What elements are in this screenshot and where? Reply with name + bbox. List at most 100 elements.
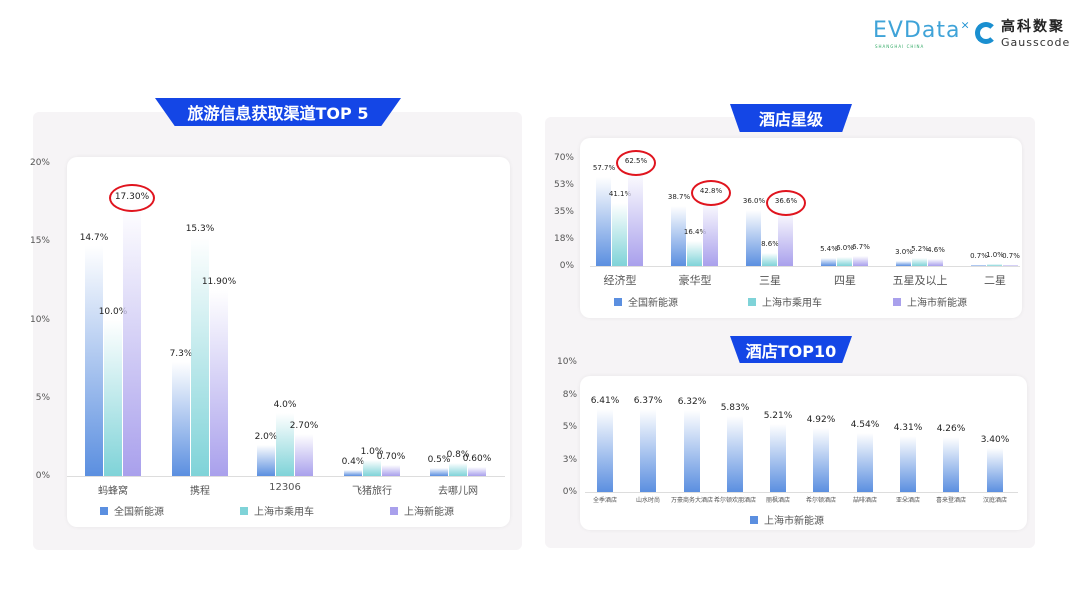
bar[interactable] [171, 361, 190, 476]
bar[interactable] [853, 255, 868, 266]
y-tick-label: 70% [553, 153, 574, 163]
bar[interactable] [703, 199, 718, 266]
bar[interactable] [896, 261, 911, 266]
gausscode-mark-icon [975, 21, 997, 44]
bar[interactable] [971, 264, 986, 266]
legend-item[interactable]: 全国新能源 [614, 294, 678, 309]
legend-label: 上海市新能源 [907, 298, 967, 309]
legend-swatch [750, 515, 758, 524]
bar[interactable] [612, 202, 627, 266]
bar[interactable] [762, 252, 777, 266]
data-label: 4.92% [806, 415, 836, 426]
bar[interactable] [209, 289, 228, 476]
bar[interactable] [122, 205, 141, 476]
data-label: 6.32% [677, 396, 707, 407]
bar[interactable] [812, 428, 829, 492]
legend-item[interactable]: 上海市新能源 [750, 512, 824, 527]
data-label: 8.6% [761, 239, 779, 248]
legend-item[interactable]: 全国新能源 [100, 503, 164, 518]
data-label: 16.4% [683, 227, 707, 236]
bar[interactable] [986, 447, 1003, 492]
bar[interactable] [343, 469, 362, 476]
bar[interactable] [381, 465, 400, 476]
evdata-logo: EVData× SHANGHAI CHINA [873, 18, 971, 49]
chart-title: 酒店星级 [730, 104, 852, 132]
highlight-circle [691, 179, 731, 206]
bar[interactable] [639, 409, 656, 492]
bar[interactable] [103, 319, 122, 476]
legend-label: 上海新能源 [404, 507, 454, 518]
highlight-circle [109, 184, 155, 213]
category-label: 希尔顿酒店 [805, 497, 837, 504]
category-label: 12306 [269, 482, 301, 493]
bar[interactable] [687, 240, 702, 266]
data-label: 0.4% [341, 456, 365, 467]
bar[interactable] [683, 409, 700, 492]
y-tick-label: 18% [553, 234, 574, 244]
category-label: 二星 [984, 274, 1006, 287]
legend-label: 上海市乘用车 [254, 507, 314, 518]
gausscode-logo: 高科数聚 Gausscode [975, 16, 1070, 49]
bar[interactable] [275, 413, 294, 476]
y-tick-label: 0% [35, 471, 50, 481]
data-label: 2.70% [289, 420, 319, 431]
bar[interactable] [671, 206, 686, 266]
y-tick-label: 20% [29, 158, 50, 168]
bar[interactable] [856, 432, 873, 492]
bar[interactable] [746, 210, 761, 266]
x-axis-line [590, 266, 1020, 267]
legend-swatch [390, 506, 398, 515]
bar[interactable] [596, 176, 611, 266]
data-label: 41.1% [608, 189, 632, 198]
data-label: 4.54% [850, 419, 880, 430]
bar[interactable] [837, 256, 852, 266]
legend-swatch [893, 297, 901, 306]
bar[interactable] [362, 460, 381, 476]
bar[interactable] [256, 444, 275, 476]
legend-swatch [614, 297, 622, 306]
category-label: 亚朵酒店 [895, 497, 921, 504]
data-label: 1.0% [986, 251, 1004, 260]
legend-label: 全国新能源 [628, 298, 678, 309]
category-label: 四星 [834, 274, 856, 287]
legend-item[interactable]: 上海市乘用车 [240, 503, 314, 518]
highlight-circle [766, 189, 806, 216]
bar[interactable] [190, 236, 209, 476]
category-label: 去哪儿网 [438, 486, 478, 497]
category-label: 飞猪旅行 [352, 486, 392, 497]
category-label: 三星 [759, 274, 781, 287]
bar[interactable] [1003, 264, 1018, 266]
bar[interactable] [448, 463, 467, 476]
bar[interactable] [987, 264, 1002, 266]
bar[interactable] [84, 245, 103, 476]
category-label: 山水时尚 [635, 497, 661, 504]
bar[interactable] [942, 436, 959, 492]
data-label: 0.70% [376, 452, 406, 463]
bar[interactable] [821, 257, 836, 266]
legend-item[interactable]: 上海新能源 [390, 503, 454, 518]
bar[interactable] [294, 433, 313, 476]
category-label: 经济型 [603, 274, 637, 287]
bar[interactable] [928, 258, 943, 266]
legend-label: 全国新能源 [114, 507, 164, 518]
bar[interactable] [628, 169, 643, 266]
bar[interactable] [429, 468, 448, 476]
legend-swatch [100, 506, 108, 515]
data-label: 5.21% [763, 411, 793, 422]
bar[interactable] [596, 408, 613, 492]
y-tick-label: 3% [562, 454, 577, 465]
legend-item[interactable]: 上海市新能源 [893, 294, 967, 309]
bar[interactable] [899, 435, 916, 492]
category-label: 蚂蜂窝 [98, 486, 128, 497]
y-tick-label: 10% [556, 357, 577, 367]
legend-item[interactable]: 上海市乘用车 [748, 294, 822, 309]
bar[interactable] [778, 209, 793, 266]
category-label: 喆啡酒店 [852, 497, 878, 504]
data-label: 38.7% [667, 193, 691, 202]
bar[interactable] [467, 466, 486, 476]
bar[interactable] [912, 257, 927, 266]
bar[interactable] [769, 424, 786, 492]
data-label: 0.8% [446, 450, 470, 461]
bar[interactable] [726, 416, 743, 492]
data-label: 15.3% [185, 223, 215, 234]
